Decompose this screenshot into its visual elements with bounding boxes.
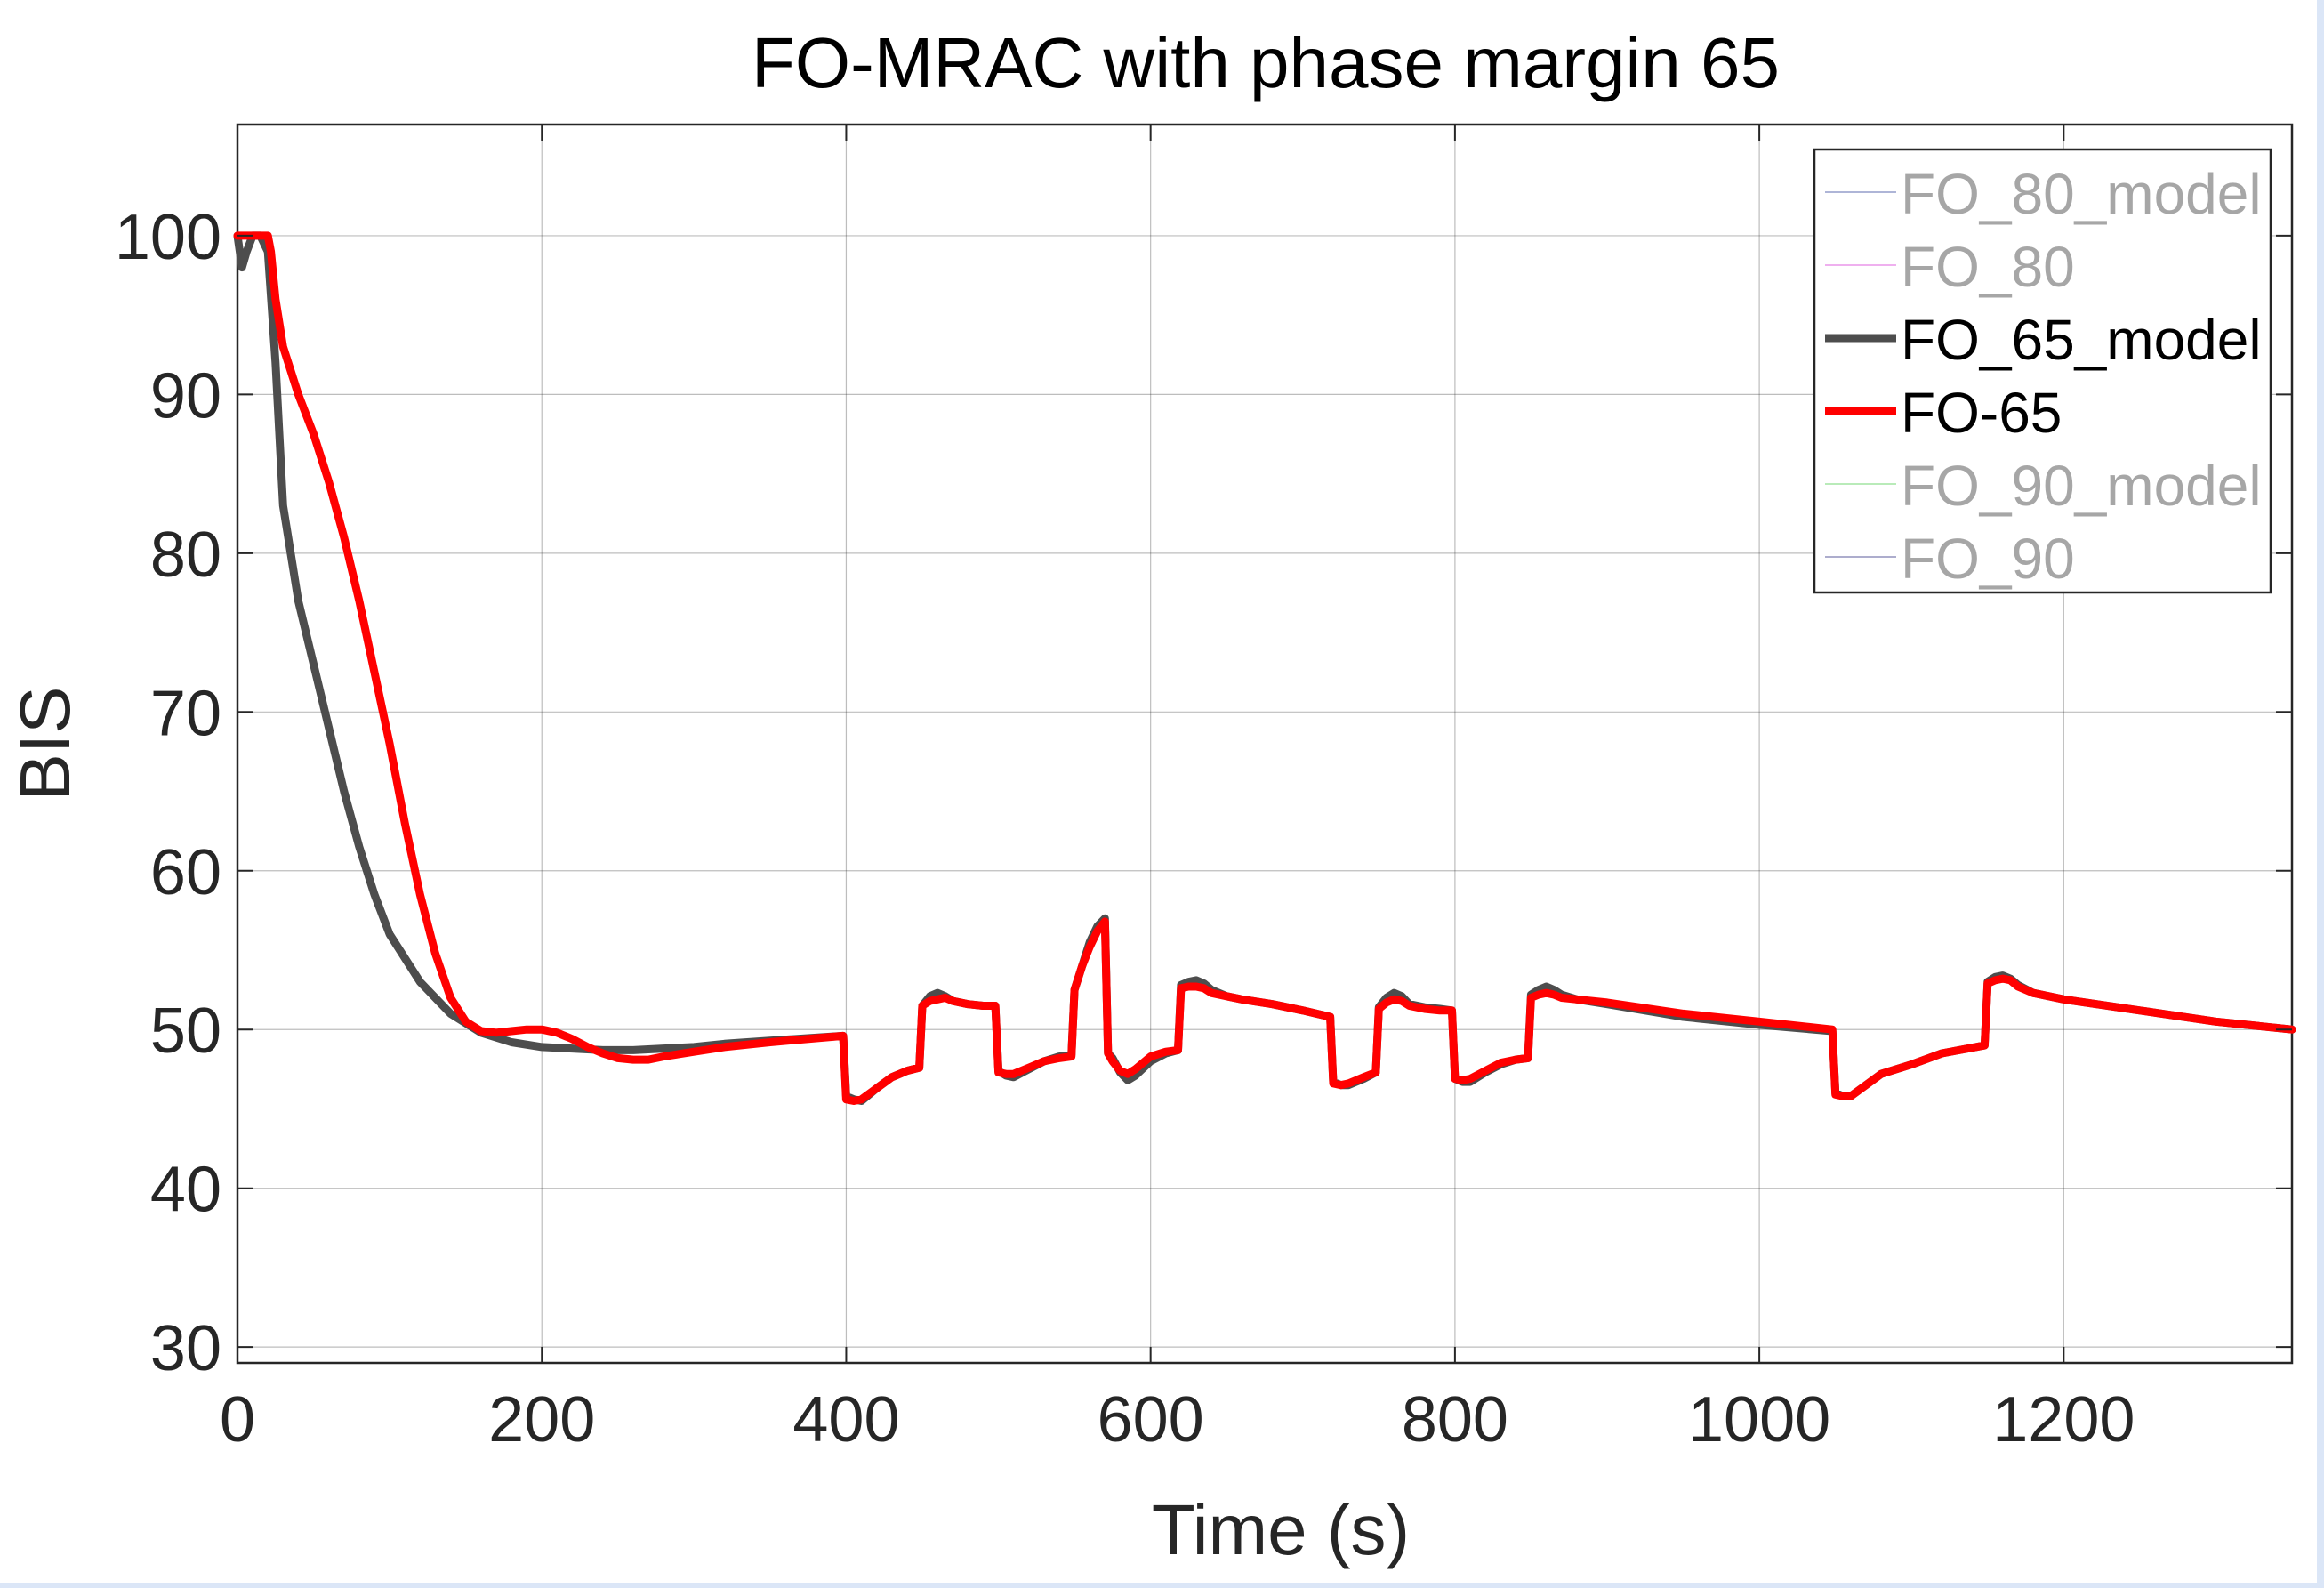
legend-entry-label: FO_90_model — [1901, 454, 2262, 518]
y-tick-label: 70 — [150, 678, 221, 749]
legend-entry-label: FO-65 — [1901, 381, 2062, 445]
y-tick-label: 50 — [150, 996, 221, 1067]
chart-title: FO-MRAC with phase margin 65 — [752, 23, 1780, 102]
x-tick-label: 1000 — [1688, 1384, 1830, 1455]
x-tick-label: 0 — [220, 1384, 255, 1455]
legend-entry-label: FO_80_model — [1901, 162, 2262, 226]
y-tick-label: 90 — [150, 360, 221, 431]
window-edge-right — [2317, 0, 2324, 1588]
y-tick-label: 30 — [150, 1313, 221, 1384]
legend-box — [1813, 148, 2272, 594]
grid-lines — [237, 125, 2292, 1363]
chart-legend: FO_80_model FO_80 FO_65_model FO-65 FO_90_mo… — [1813, 148, 2272, 594]
axis-ticks: 0 200 400 600 800 1000 1200 30 40 50 60 70 80 90 100 — [115, 125, 2292, 1455]
y-tick-label: 40 — [150, 1155, 221, 1226]
x-tick-label: 600 — [1098, 1384, 1204, 1455]
y-tick-label: 80 — [150, 520, 221, 591]
legend-entry-label: FO_65_model — [1901, 308, 2262, 372]
series-lines — [233, 231, 2296, 1105]
y-axis-label: BIS — [5, 687, 84, 802]
plot-area-frame — [236, 123, 2294, 1365]
legend-entry-label: FO_90 — [1901, 527, 2075, 591]
window-edge-bottom — [0, 1583, 2324, 1588]
legend-entry-label: FO_80 — [1901, 235, 2075, 299]
x-tick-label: 800 — [1402, 1384, 1508, 1455]
series-line-fo-65 — [233, 231, 2296, 1105]
x-axis-label: Time (s) — [1152, 1490, 1410, 1569]
y-tick-label: 100 — [115, 202, 221, 273]
x-tick-label: 1200 — [1992, 1384, 2135, 1455]
x-tick-label: 200 — [488, 1384, 595, 1455]
x-tick-label: 400 — [792, 1384, 899, 1455]
y-tick-label: 60 — [150, 837, 221, 908]
